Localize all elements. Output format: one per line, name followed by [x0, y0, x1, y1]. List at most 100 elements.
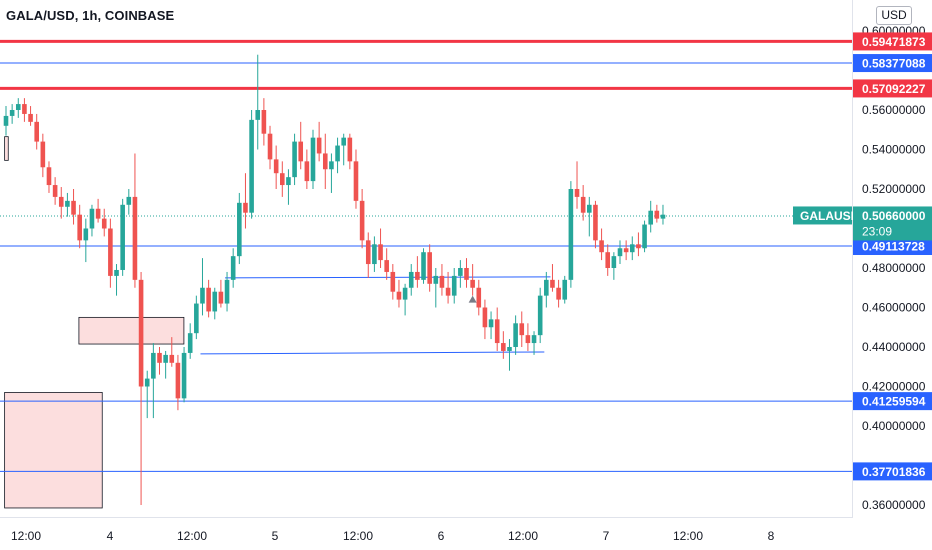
candle-body: [40, 141, 46, 168]
candle-body: [544, 279, 549, 296]
candle-body: [617, 248, 623, 257]
candle-body: [482, 307, 488, 328]
candle-body: [71, 200, 76, 215]
zone-rect: [4, 392, 103, 509]
candle-body: [280, 173, 285, 186]
candle-body: [396, 291, 402, 300]
time-tick-label: 8: [768, 529, 775, 543]
candle-body: [138, 279, 144, 387]
candle-body: [212, 291, 218, 312]
candle-body: [83, 228, 89, 241]
candle-body: [322, 153, 328, 170]
candle-body: [519, 323, 525, 336]
candle-body: [642, 224, 647, 249]
price-tag: [853, 32, 932, 51]
candle-body: [237, 202, 242, 257]
candle-body: [9, 110, 15, 116]
candle-body: [470, 279, 475, 288]
price-axis[interactable]: 0.600000000.560000000.540000000.52000000…: [853, 0, 932, 518]
candle-body: [298, 141, 304, 162]
candle-body: [593, 204, 598, 241]
candle-body: [408, 271, 414, 288]
price-tick-label: 0.54000000: [862, 143, 926, 157]
candle-body: [531, 335, 537, 344]
candle-body: [445, 287, 451, 296]
candle-body: [353, 161, 359, 201]
candle-body: [359, 200, 365, 241]
price-tick-label: 0.48000000: [862, 261, 926, 275]
candle-body: [550, 279, 555, 288]
candle-body: [218, 291, 224, 304]
price-tag: [853, 79, 932, 98]
trend-line: [200, 351, 545, 355]
candle-body: [15, 104, 21, 110]
candle-body: [654, 210, 660, 219]
candle-body: [243, 202, 248, 213]
candle-body: [629, 244, 635, 253]
candle-body: [316, 137, 322, 154]
candle-body: [310, 137, 316, 182]
price-tick-label: 0.56000000: [862, 103, 926, 117]
price-tag: [853, 392, 932, 411]
candle-body: [101, 218, 107, 229]
time-tick-label: 6: [438, 529, 445, 543]
price-tick-label: 0.36000000: [862, 498, 926, 512]
price-tick-label: 0.52000000: [862, 182, 926, 196]
level-lines: [0, 39, 852, 472]
candle-body: [458, 268, 463, 276]
time-axis[interactable]: 12:00 4 12:00 5 12:00 6 12:00 7 12:00 8: [0, 518, 853, 550]
candle-body: [77, 214, 82, 241]
candle-body: [599, 240, 604, 253]
candle-body: [120, 204, 125, 270]
candle-body: [304, 161, 310, 182]
candle-body: [200, 287, 205, 304]
price-tag: [853, 462, 932, 481]
candle-body: [562, 279, 568, 300]
time-tick-label: 12:00: [508, 529, 538, 543]
candle-body: [206, 287, 211, 312]
candle-body: [439, 275, 445, 288]
candle-body: [22, 104, 27, 114]
candle-body: [427, 252, 432, 284]
time-tick-label: 12:00: [343, 529, 373, 543]
last-price-tag: [853, 206, 932, 241]
candle-body: [58, 196, 64, 207]
candle-body: [488, 319, 494, 328]
candle-body: [556, 287, 561, 300]
candle-body: [157, 352, 162, 363]
last-price-label: 0.50660000: [862, 209, 926, 223]
price-tick-label: 0.44000000: [862, 340, 926, 354]
candle-body: [151, 352, 156, 379]
candle-body: [537, 295, 543, 336]
candle-body: [372, 244, 377, 265]
zone-rect: [78, 316, 185, 345]
candle-body: [163, 354, 168, 363]
currency-button[interactable]: USD: [876, 6, 912, 25]
candle-body: [292, 141, 297, 178]
candle-body: [415, 271, 420, 280]
candle-body: [476, 287, 482, 308]
price-tag-label: 0.58377088: [862, 57, 926, 71]
candle-body: [451, 275, 457, 296]
candle-body: [169, 354, 175, 363]
candle-body: [378, 244, 383, 261]
candles: [3, 54, 666, 505]
price-tag-label: 0.41259594: [862, 395, 926, 409]
candle-body: [648, 210, 653, 225]
candle-body: [335, 145, 340, 162]
candle-body: [255, 110, 261, 120]
candle-body: [390, 271, 396, 292]
time-tick-label: 12:00: [11, 529, 41, 543]
candle-body: [611, 256, 617, 268]
candle-body: [580, 196, 586, 213]
candle-body: [46, 167, 52, 186]
candle-body: [108, 228, 113, 276]
candle-body: [65, 200, 70, 207]
time-tick-label: 12:00: [673, 529, 703, 543]
candle-body: [114, 269, 119, 276]
price-tag-label: 0.59471873: [862, 35, 926, 49]
candle-body: [623, 248, 629, 253]
candle-body: [261, 110, 267, 134]
price-tag-label: 0.57092227: [862, 82, 926, 96]
